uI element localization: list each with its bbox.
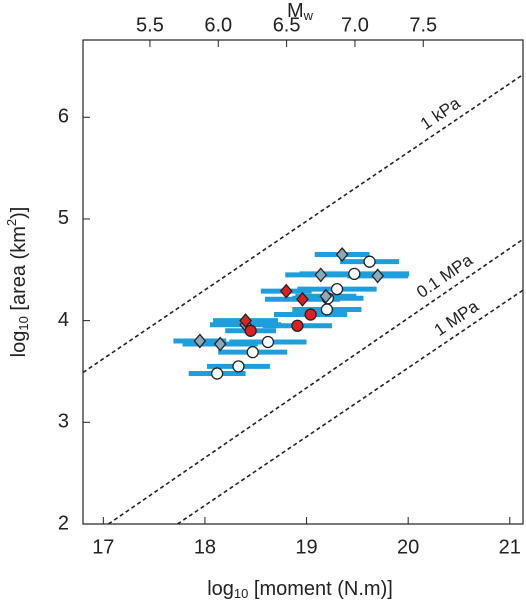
diamond-point xyxy=(279,283,293,299)
x2-tick-label: 6.5 xyxy=(273,14,301,36)
circle-point xyxy=(363,255,376,268)
reference-line xyxy=(107,238,524,525)
diamond-point xyxy=(239,313,252,329)
x-tick-label: 21 xyxy=(499,536,521,558)
x2-tick-label: 6.0 xyxy=(204,14,232,36)
x-tick-label: 17 xyxy=(92,536,114,558)
label-part: log xyxy=(8,331,30,358)
circle-point xyxy=(210,367,224,380)
circle-point xyxy=(320,303,334,316)
reference-line xyxy=(82,73,524,374)
circle-point xyxy=(304,308,317,321)
x-tick-label: 19 xyxy=(295,536,317,558)
diamond-point xyxy=(314,267,328,283)
diamond-point xyxy=(335,247,349,263)
diamond-point xyxy=(296,291,309,307)
label-part: [moment (N.m)] xyxy=(248,578,392,600)
label-part: [area (km xyxy=(8,226,30,316)
x-axis-label: log10 [moment (N.m)] xyxy=(207,578,393,601)
circle-point xyxy=(246,346,259,359)
line-label: 1 kPa xyxy=(417,93,464,133)
plot-frame xyxy=(82,39,524,525)
circle-point xyxy=(291,319,304,332)
diamond-point xyxy=(371,268,385,284)
x-tick-label: 20 xyxy=(397,536,419,558)
x2-tick-label: 7.5 xyxy=(409,14,437,36)
label-part: )] xyxy=(8,207,30,219)
x2-tick-label: 5.5 xyxy=(136,14,164,36)
circle-point xyxy=(244,324,257,337)
label-part: w xyxy=(303,8,314,23)
circle-point xyxy=(261,335,275,349)
label-part: 2 xyxy=(4,219,19,226)
circle-point xyxy=(232,360,245,373)
y-axis-label: log10 [area (km2)] xyxy=(4,207,31,358)
diamond-point xyxy=(193,333,207,349)
line-label: 1 MPa xyxy=(431,296,483,340)
label-part: M xyxy=(287,0,304,22)
diamond-point xyxy=(213,336,227,352)
y-tick-label: 3 xyxy=(58,411,69,433)
label-part: 10 xyxy=(16,316,31,330)
diamond-point xyxy=(319,288,333,304)
label-part: 10 xyxy=(234,586,248,601)
label-part: log xyxy=(207,578,234,600)
x-tick-label: 18 xyxy=(194,536,216,558)
circle-point xyxy=(330,282,344,296)
x2-tick-label: 7.0 xyxy=(341,14,369,36)
line-label: 0.1 MPa xyxy=(413,250,476,302)
y-tick-label: 6 xyxy=(58,106,69,128)
circle-point xyxy=(348,267,361,281)
x2-axis-label: Mw xyxy=(287,0,314,23)
y-tick-label: 4 xyxy=(58,309,69,331)
y-tick-label: 2 xyxy=(58,512,69,534)
y-tick-label: 5 xyxy=(58,207,69,229)
